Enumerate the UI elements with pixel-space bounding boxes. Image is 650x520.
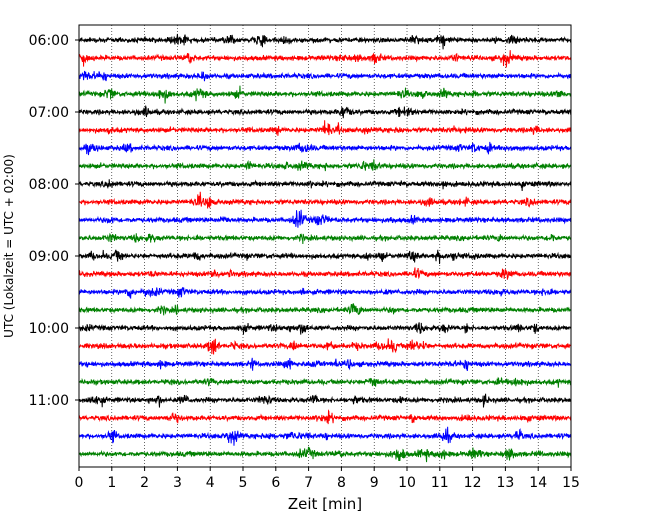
y-tick-label: 06:00	[29, 33, 69, 49]
plot-area-background	[79, 25, 571, 467]
trace-1030	[78, 357, 572, 372]
trace-0630	[78, 70, 572, 82]
x-tick-label: 15	[562, 475, 580, 491]
x-tick-label: 9	[370, 475, 379, 491]
trace-1045	[78, 376, 572, 388]
x-tick-label: 5	[239, 475, 248, 491]
trace-0700	[78, 104, 572, 119]
trace-0715	[78, 120, 572, 136]
y-tick-label: 10:00	[29, 321, 69, 337]
y-tick-label: 11:00	[29, 393, 69, 409]
y-tick-label: 08:00	[29, 177, 69, 193]
x-axis-label: Zeit [min]	[288, 495, 362, 513]
trace-0800	[78, 179, 572, 191]
trace-rows	[78, 33, 572, 463]
trace-0730	[78, 141, 572, 156]
y-axis-label: UTC (Lokalzeit = UTC + 02:00)	[2, 154, 16, 338]
x-tick-label: 1	[107, 475, 116, 491]
x-tick-label: 14	[529, 475, 547, 491]
trace-0845	[78, 232, 572, 245]
trace-1130	[78, 426, 572, 446]
x-tick-label: 12	[464, 475, 482, 491]
trace-0930	[78, 286, 572, 299]
x-tick-label: 6	[271, 475, 280, 491]
x-tick-label: 7	[304, 475, 313, 491]
y-tick-label: 09:00	[29, 249, 69, 265]
plot-frame	[78, 24, 572, 468]
trace-0945	[78, 303, 572, 316]
x-tick-label: 4	[206, 475, 215, 491]
trace-0745	[78, 159, 572, 172]
y-tick-label: 07:00	[29, 105, 69, 121]
trace-0600	[78, 33, 572, 50]
x-tick-label: 3	[173, 475, 182, 491]
x-axis-ticks: 0 1 2 3 4 5 6 7 8 9 10 11 12 13 14 15	[75, 467, 580, 491]
x-tick-label: 0	[75, 475, 84, 491]
trace-0645	[78, 85, 572, 104]
trace-1015	[78, 338, 572, 355]
trace-0815	[78, 191, 572, 209]
x-tick-label: 13	[496, 475, 514, 491]
x-tick-label: 2	[140, 475, 149, 491]
trace-0915	[78, 267, 572, 280]
trace-0615	[78, 50, 572, 68]
y-axis-ticks: 06:00 07:00 08:00 09:00 10:00 11:00	[29, 33, 79, 409]
trace-0830	[78, 209, 572, 228]
trace-0900	[78, 249, 572, 265]
trace-1100	[78, 393, 572, 408]
trace-1145	[78, 446, 572, 463]
x-tick-label: 10	[398, 475, 416, 491]
x-tick-label: 11	[431, 475, 449, 491]
x-tick-label: 8	[337, 475, 346, 491]
trace-1000	[78, 322, 572, 335]
trace-1115	[78, 409, 572, 425]
